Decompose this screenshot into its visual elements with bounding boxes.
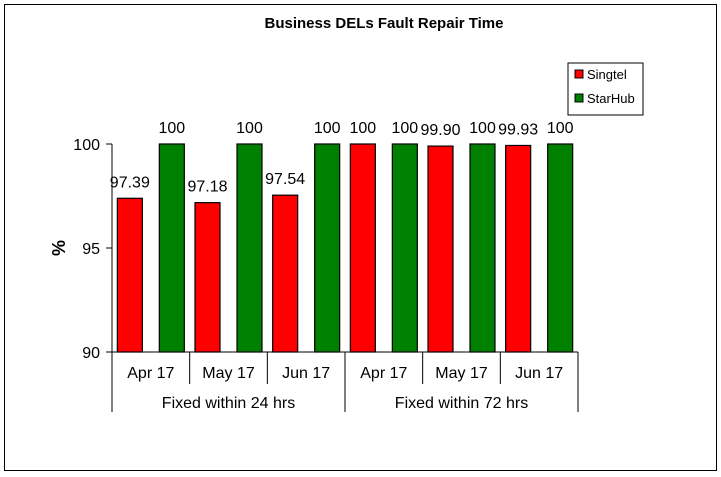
x-group-label: Fixed within 72 hrs (395, 395, 528, 412)
y-tick-label: 90 (82, 345, 100, 362)
bar-singtel (194, 202, 221, 353)
bar-singtel (116, 197, 143, 353)
x-group-label: Fixed within 24 hrs (162, 395, 295, 412)
bar-starhub (236, 143, 263, 353)
x-tick-label: Jun 17 (515, 365, 563, 382)
data-label: 99.93 (498, 121, 538, 138)
data-label: 97.54 (265, 171, 305, 188)
x-tick-label: Jun 17 (282, 365, 330, 382)
bars (116, 143, 574, 353)
data-label: 100 (314, 120, 341, 137)
data-label: 100 (158, 120, 185, 137)
y-tick-label: 95 (82, 241, 100, 258)
bar-starhub (391, 143, 418, 353)
data-label: 100 (547, 120, 574, 137)
legend-label: StarHub (587, 91, 635, 106)
chart-title: Business DELs Fault Repair Time (265, 15, 504, 32)
data-label: 99.90 (420, 122, 460, 139)
bar-starhub (314, 143, 341, 353)
data-label: 100 (469, 120, 496, 137)
x-tick-label: Apr 17 (127, 365, 174, 382)
data-label: 97.18 (187, 179, 227, 196)
legend-label: Singtel (587, 67, 627, 82)
legend-swatch (574, 93, 584, 103)
bar-starhub (547, 143, 574, 353)
x-tick-label: May 17 (202, 365, 255, 382)
bar-starhub (469, 143, 496, 353)
data-label: 100 (349, 120, 376, 137)
bar-singtel (349, 143, 376, 353)
x-axis: Apr 17 May 17 Jun 17 Apr 17 May 17 Jun 17 Fixe… (111, 351, 579, 412)
axes: 90 95 100 (73, 137, 113, 362)
y-axis-label: % (49, 240, 69, 256)
y-tick-label: 100 (73, 137, 100, 154)
x-tick-label: Apr 17 (360, 365, 407, 382)
bar-singtel (505, 144, 532, 353)
bar-singtel (272, 194, 299, 353)
x-tick-label: May 17 (435, 365, 488, 382)
legend: Singtel StarHub (567, 62, 644, 116)
data-label: 100 (391, 120, 418, 137)
bar-singtel (427, 145, 454, 353)
bar-starhub (158, 143, 185, 353)
data-label: 100 (236, 120, 263, 137)
legend-swatch (574, 69, 584, 79)
data-label: 97.39 (110, 174, 150, 191)
